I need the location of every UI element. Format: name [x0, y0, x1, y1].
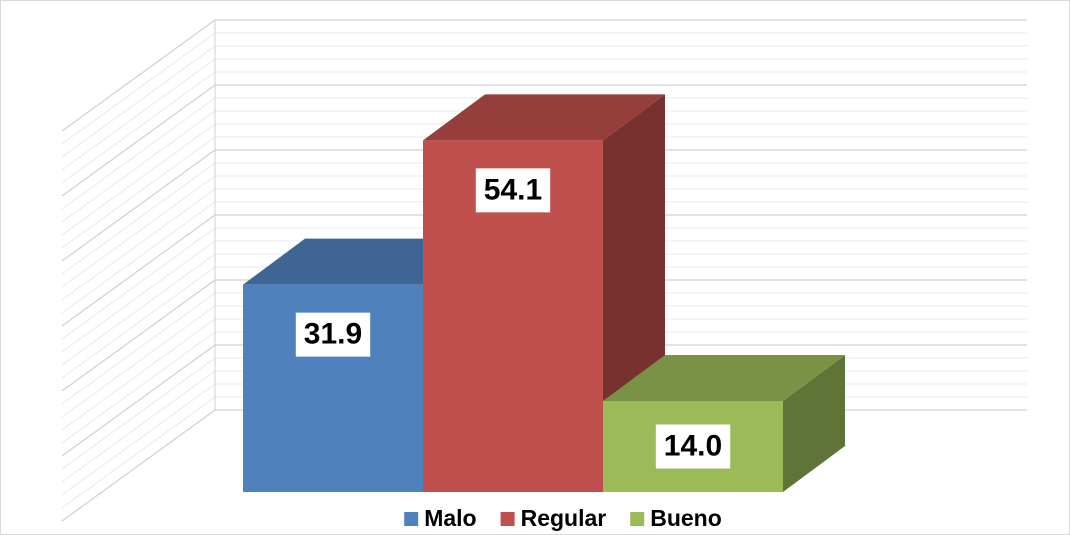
- side-grid-line: [61, 84, 216, 197]
- legend-swatch: [500, 512, 515, 526]
- minor-side-grid-line: [61, 370, 216, 483]
- minor-side-grid-line: [61, 123, 216, 236]
- bar-side: [783, 355, 845, 492]
- legend-swatch: [404, 512, 419, 526]
- minor-side-grid-line: [61, 357, 216, 470]
- data-label-box: [655, 424, 731, 469]
- minor-side-grid-line: [61, 266, 216, 379]
- side-grid-line: [61, 214, 216, 327]
- minor-side-grid-line: [61, 383, 216, 496]
- legend-swatch: [630, 512, 645, 526]
- minor-side-grid-line: [61, 240, 216, 353]
- minor-side-grid-line: [61, 45, 216, 158]
- data-label: 54.1: [484, 173, 542, 206]
- minor-side-grid-line: [61, 58, 216, 171]
- minor-side-grid-line: [61, 292, 216, 405]
- minor-side-grid-line: [61, 110, 216, 223]
- minor-side-grid-line: [61, 32, 216, 145]
- minor-side-grid-line: [61, 175, 216, 288]
- data-label: 31.9: [304, 318, 362, 351]
- legend-label: Bueno: [650, 505, 722, 531]
- side-grid-line: [61, 19, 216, 132]
- side-grid-line: [61, 409, 216, 522]
- side-grid-line: [61, 279, 216, 392]
- minor-side-grid-line: [61, 97, 216, 210]
- bar-top: [423, 94, 665, 141]
- legend-label: Malo: [424, 505, 476, 531]
- minor-side-grid-line: [61, 396, 216, 509]
- minor-side-grid-line: [61, 201, 216, 314]
- minor-side-grid-line: [61, 227, 216, 340]
- side-grid-line: [61, 149, 216, 262]
- minor-side-grid-line: [61, 71, 216, 184]
- data-label-box: [475, 168, 551, 213]
- data-label: 14.0: [664, 429, 722, 462]
- legend-label: Regular: [521, 505, 607, 531]
- side-grid-line: [61, 344, 216, 457]
- data-label-box: [295, 312, 371, 357]
- bar-top: [603, 355, 845, 401]
- minor-side-grid-line: [61, 331, 216, 444]
- minor-side-grid-line: [61, 305, 216, 418]
- minor-side-grid-line: [61, 136, 216, 249]
- minor-side-grid-line: [61, 162, 216, 275]
- minor-side-grid-line: [61, 253, 216, 366]
- minor-side-grid-line: [61, 318, 216, 431]
- minor-side-grid-line: [61, 188, 216, 301]
